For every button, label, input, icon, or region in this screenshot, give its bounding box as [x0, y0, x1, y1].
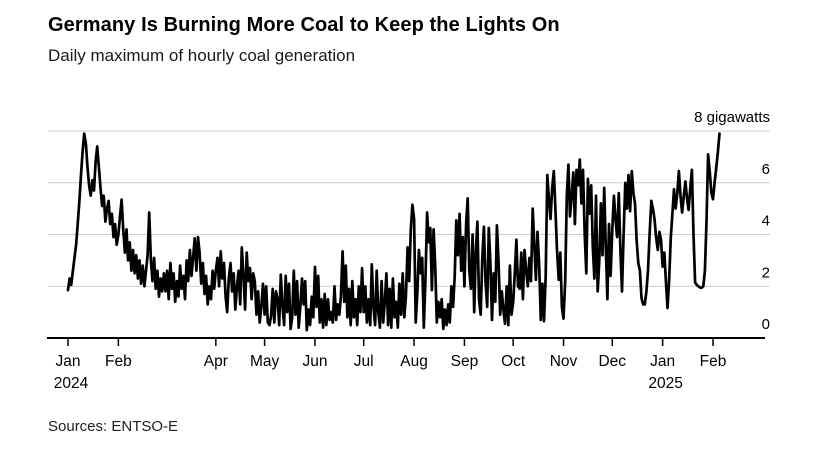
x-tick-label-dec: Dec: [598, 353, 626, 370]
x-tick-label-sep: Sep: [451, 353, 479, 370]
y-axis-unit-label: 8 gigawatts: [694, 109, 770, 126]
chart-title: Germany Is Burning More Coal to Keep the…: [48, 14, 560, 36]
x-year-label-2024: 2024: [54, 375, 89, 392]
x-tick-label-jun: Jun: [302, 353, 327, 370]
x-tick-label-may: May: [250, 353, 280, 370]
x-tick-label-oct: Oct: [501, 353, 526, 370]
x-tick-label-nov: Nov: [550, 353, 578, 370]
x-tick-label-feb: Feb: [105, 353, 132, 370]
source-note: Sources: ENTSO-E: [48, 418, 179, 435]
chart-subtitle: Daily maximum of hourly coal generation: [48, 46, 356, 65]
x-tick-label-jan: Jan: [650, 353, 675, 370]
y-tick-label-2: 2: [762, 264, 770, 281]
x-year-label-2025: 2025: [648, 375, 682, 392]
x-tick-label-jan: Jan: [56, 353, 81, 370]
x-tick-label-jul: Jul: [354, 353, 374, 370]
y-tick-label-6: 6: [762, 161, 770, 178]
y-tick-label-4: 4: [762, 213, 770, 230]
series-line-0: [66, 132, 721, 332]
x-tick-label-aug: Aug: [400, 353, 428, 370]
y-tick-label-0: 0: [762, 316, 770, 333]
x-tick-label-feb: Feb: [700, 353, 727, 370]
x-tick-label-apr: Apr: [204, 353, 228, 370]
